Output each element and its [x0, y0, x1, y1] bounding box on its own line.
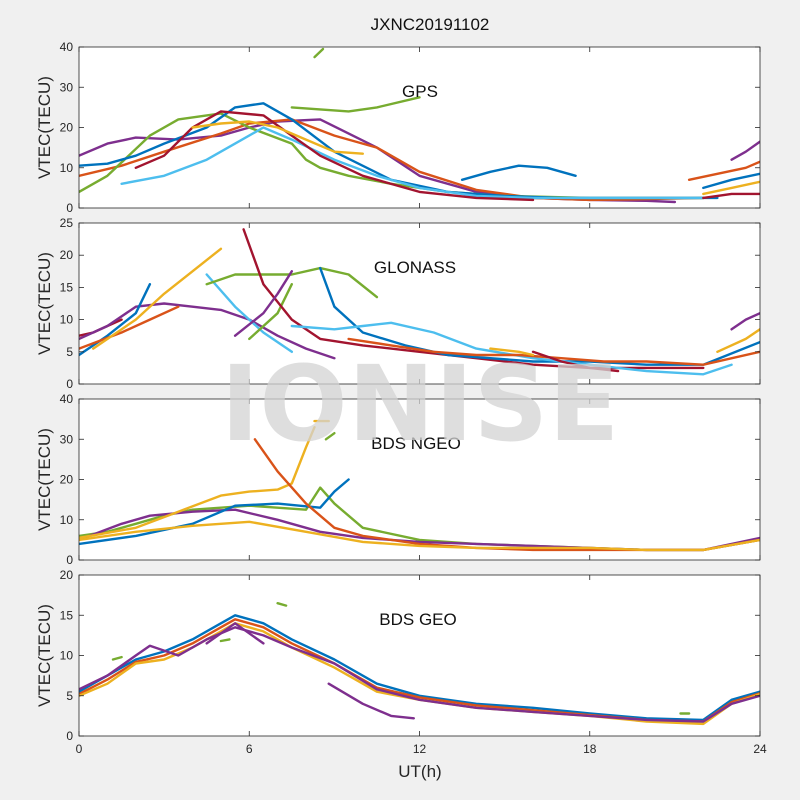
y-tick-label: 15 [60, 280, 74, 294]
series-line-9 [313, 47, 325, 59]
series-line-5 [205, 622, 265, 645]
series-line-15 [531, 350, 620, 373]
series-line-10 [233, 270, 293, 337]
y-axis-label: VTEC(TECU) [35, 252, 54, 355]
series-line-12 [290, 321, 733, 376]
series-line-5 [91, 247, 223, 350]
y-axis-label: VTEC(TECU) [35, 76, 54, 179]
series-line-8 [290, 96, 421, 113]
series-line-7 [111, 655, 123, 661]
series-group [79, 47, 760, 204]
series-group [79, 602, 760, 726]
y-tick-label: 40 [60, 40, 74, 54]
y-tick-label: 10 [60, 313, 74, 327]
series-line-6 [134, 110, 535, 202]
y-axis-label: VTEC(TECU) [35, 428, 54, 531]
series-line-2 [79, 302, 336, 360]
panels: 0 10 20 30 40 VTEC(TECU) GPS 0 5 10 15 20 25 VTEC(TEC… [35, 40, 767, 756]
y-tick-label: 0 [66, 729, 73, 743]
series-line-4 [79, 626, 760, 723]
y-tick-label: 0 [66, 553, 73, 567]
series-line-13 [702, 172, 760, 190]
panel-label: GLONASS [374, 258, 456, 277]
panel-label: GPS [402, 82, 438, 101]
y-axis-label: VTEC(TECU) [35, 604, 54, 707]
series-line-11 [319, 266, 760, 366]
series-line-7 [79, 520, 760, 552]
series-line-6 [205, 273, 293, 353]
series-line-12 [730, 140, 760, 161]
series-line-11 [687, 160, 760, 182]
watermark-logo: IONISE [221, 343, 620, 465]
series-group [79, 419, 760, 552]
y-tick-label: 0 [66, 201, 73, 215]
y-tick-label: 10 [60, 161, 74, 175]
series-line-7 [205, 266, 379, 299]
y-tick-label: 25 [60, 216, 74, 230]
series-group [79, 228, 760, 376]
figure-title: JXNC20191102 [371, 15, 490, 34]
y-tick-label: 20 [60, 568, 74, 582]
series-line-8 [276, 602, 288, 607]
panel-label: BDS GEO [379, 610, 456, 629]
series-line-16 [730, 312, 760, 331]
y-tick-label: 30 [60, 80, 74, 94]
series-line-3 [79, 283, 152, 357]
series-line-4 [79, 426, 316, 540]
x-axis-label: UT(h) [398, 762, 441, 781]
series-line-3 [79, 622, 760, 726]
y-tick-label: 5 [66, 689, 73, 703]
series-line-14 [702, 180, 760, 196]
panel-3: 0 10 20 30 40 VTEC(TECU) BDS NGEO [35, 392, 761, 567]
plot-area [79, 575, 760, 736]
x-tick-label: 0 [76, 742, 83, 756]
y-tick-label: 10 [60, 649, 74, 663]
x-tick-label: 18 [583, 742, 597, 756]
y-tick-label: 30 [60, 432, 74, 446]
x-tick-label: 24 [753, 742, 767, 756]
y-tick-label: 0 [66, 377, 73, 391]
y-tick-label: 15 [60, 608, 74, 622]
series-line-2 [79, 118, 705, 202]
series-line-15 [702, 192, 760, 200]
y-tick-label: 20 [60, 121, 74, 135]
series-line-3 [79, 478, 350, 546]
plot-area [79, 47, 760, 208]
x-tick-label: 6 [246, 742, 253, 756]
y-tick-label: 40 [60, 392, 74, 406]
x-tick-label: 12 [413, 742, 427, 756]
panel-2: 0 5 10 15 20 25 VTEC(TECU) GLONASS [35, 216, 761, 391]
series-line-4 [79, 305, 180, 350]
series-line-14 [489, 347, 535, 357]
panel-1: 0 10 20 30 40 VTEC(TECU) GPS [35, 40, 761, 215]
series-line-8 [248, 283, 293, 341]
y-tick-label: 5 [66, 345, 73, 359]
series-line-10 [460, 164, 577, 182]
series-line-5 [120, 126, 705, 200]
series-line-7 [191, 120, 364, 155]
y-tick-label: 10 [60, 513, 74, 527]
panel-4: 0 5 10 15 20 0 6 12 18 24 VTEC(TECU) BDS GEO [35, 568, 767, 756]
series-line-13 [347, 337, 760, 366]
y-tick-label: 20 [60, 473, 74, 487]
series-line-9 [219, 638, 231, 643]
series-line-8 [324, 432, 336, 441]
y-tick-label: 20 [60, 248, 74, 262]
series-line-17 [716, 328, 760, 353]
panel-label: BDS NGEO [371, 434, 461, 453]
series-line-6 [327, 682, 415, 720]
plot-area [79, 223, 760, 384]
plot-area [79, 399, 760, 560]
